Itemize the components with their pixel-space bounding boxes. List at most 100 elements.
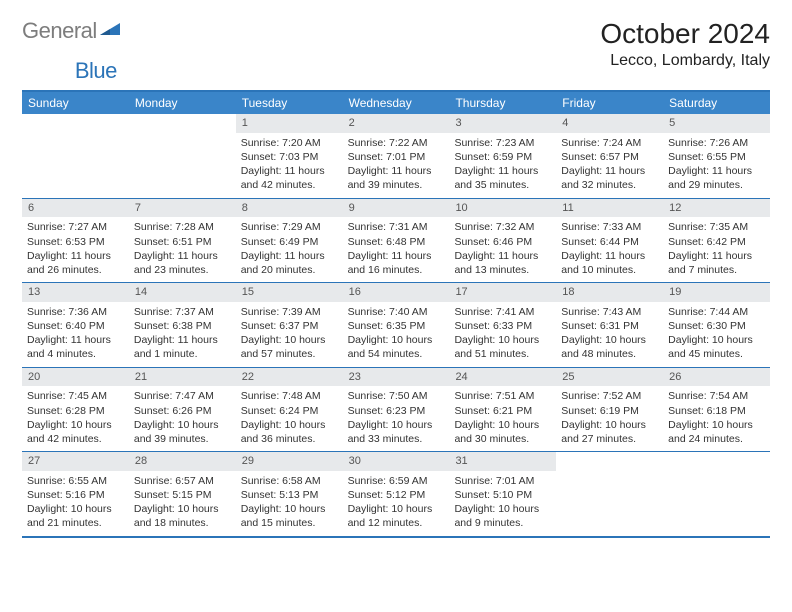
day-cell: 24Sunrise: 7:51 AMSunset: 6:21 PMDayligh… [449, 368, 556, 452]
title-block: October 2024 Lecco, Lombardy, Italy [600, 18, 770, 70]
day-body: Sunrise: 7:20 AMSunset: 7:03 PMDaylight:… [236, 133, 343, 198]
day-body: Sunrise: 7:41 AMSunset: 6:33 PMDaylight:… [449, 302, 556, 367]
sunset-text: Sunset: 6:26 PM [134, 404, 231, 418]
sunrise-text: Sunrise: 7:20 AM [241, 136, 338, 150]
logo-triangle-icon [100, 21, 120, 42]
day-number: 8 [236, 199, 343, 218]
sunset-text: Sunset: 5:10 PM [454, 488, 551, 502]
week-row: 13Sunrise: 7:36 AMSunset: 6:40 PMDayligh… [22, 283, 770, 368]
daylight-text: Daylight: 11 hours and 13 minutes. [454, 249, 551, 277]
sunset-text: Sunset: 6:40 PM [27, 319, 124, 333]
day-header: Wednesday [343, 92, 450, 114]
day-body: Sunrise: 7:54 AMSunset: 6:18 PMDaylight:… [663, 386, 770, 451]
sunset-text: Sunset: 6:19 PM [561, 404, 658, 418]
day-number: 28 [129, 452, 236, 471]
day-number: 11 [556, 199, 663, 218]
day-cell: 18Sunrise: 7:43 AMSunset: 6:31 PMDayligh… [556, 283, 663, 367]
week-row: 6Sunrise: 7:27 AMSunset: 6:53 PMDaylight… [22, 199, 770, 284]
daylight-text: Daylight: 10 hours and 39 minutes. [134, 418, 231, 446]
day-cell: 5Sunrise: 7:26 AMSunset: 6:55 PMDaylight… [663, 114, 770, 198]
sunset-text: Sunset: 6:57 PM [561, 150, 658, 164]
day-cell: 30Sunrise: 6:59 AMSunset: 5:12 PMDayligh… [343, 452, 450, 536]
sunrise-text: Sunrise: 7:32 AM [454, 220, 551, 234]
day-cell: 16Sunrise: 7:40 AMSunset: 6:35 PMDayligh… [343, 283, 450, 367]
daylight-text: Daylight: 11 hours and 26 minutes. [27, 249, 124, 277]
day-number: 5 [663, 114, 770, 133]
sunrise-text: Sunrise: 7:43 AM [561, 305, 658, 319]
daylight-text: Daylight: 10 hours and 42 minutes. [27, 418, 124, 446]
daylight-text: Daylight: 10 hours and 36 minutes. [241, 418, 338, 446]
day-number: 23 [343, 368, 450, 387]
day-body: Sunrise: 6:58 AMSunset: 5:13 PMDaylight:… [236, 471, 343, 536]
day-body: Sunrise: 7:33 AMSunset: 6:44 PMDaylight:… [556, 217, 663, 282]
day-body [22, 133, 129, 141]
day-header: Thursday [449, 92, 556, 114]
week-row: 27Sunrise: 6:55 AMSunset: 5:16 PMDayligh… [22, 452, 770, 538]
daylight-text: Daylight: 11 hours and 20 minutes. [241, 249, 338, 277]
day-number: 12 [663, 199, 770, 218]
day-body: Sunrise: 7:24 AMSunset: 6:57 PMDaylight:… [556, 133, 663, 198]
day-number: 17 [449, 283, 556, 302]
day-cell: 22Sunrise: 7:48 AMSunset: 6:24 PMDayligh… [236, 368, 343, 452]
day-header: Sunday [22, 92, 129, 114]
day-cell: 29Sunrise: 6:58 AMSunset: 5:13 PMDayligh… [236, 452, 343, 536]
sunrise-text: Sunrise: 7:33 AM [561, 220, 658, 234]
sunset-text: Sunset: 6:59 PM [454, 150, 551, 164]
day-number: 7 [129, 199, 236, 218]
day-header-row: Sunday Monday Tuesday Wednesday Thursday… [22, 92, 770, 114]
sunrise-text: Sunrise: 7:54 AM [668, 389, 765, 403]
daylight-text: Daylight: 11 hours and 29 minutes. [668, 164, 765, 192]
daylight-text: Daylight: 11 hours and 1 minute. [134, 333, 231, 361]
day-cell [22, 114, 129, 198]
calendar: Sunday Monday Tuesday Wednesday Thursday… [22, 90, 770, 538]
day-cell: 21Sunrise: 7:47 AMSunset: 6:26 PMDayligh… [129, 368, 236, 452]
day-number: 24 [449, 368, 556, 387]
day-cell: 26Sunrise: 7:54 AMSunset: 6:18 PMDayligh… [663, 368, 770, 452]
sunset-text: Sunset: 7:03 PM [241, 150, 338, 164]
sunrise-text: Sunrise: 7:23 AM [454, 136, 551, 150]
sunset-text: Sunset: 6:18 PM [668, 404, 765, 418]
sunrise-text: Sunrise: 7:31 AM [348, 220, 445, 234]
month-title: October 2024 [600, 18, 770, 50]
day-cell: 15Sunrise: 7:39 AMSunset: 6:37 PMDayligh… [236, 283, 343, 367]
sunrise-text: Sunrise: 7:27 AM [27, 220, 124, 234]
day-cell: 25Sunrise: 7:52 AMSunset: 6:19 PMDayligh… [556, 368, 663, 452]
sunrise-text: Sunrise: 7:28 AM [134, 220, 231, 234]
logo-text-gray: General [22, 18, 97, 44]
day-number: 3 [449, 114, 556, 133]
day-body: Sunrise: 7:31 AMSunset: 6:48 PMDaylight:… [343, 217, 450, 282]
day-body: Sunrise: 7:39 AMSunset: 6:37 PMDaylight:… [236, 302, 343, 367]
sunset-text: Sunset: 6:28 PM [27, 404, 124, 418]
sunrise-text: Sunrise: 7:35 AM [668, 220, 765, 234]
daylight-text: Daylight: 11 hours and 16 minutes. [348, 249, 445, 277]
day-cell: 28Sunrise: 6:57 AMSunset: 5:15 PMDayligh… [129, 452, 236, 536]
sunset-text: Sunset: 6:42 PM [668, 235, 765, 249]
sunrise-text: Sunrise: 7:24 AM [561, 136, 658, 150]
sunrise-text: Sunrise: 7:41 AM [454, 305, 551, 319]
sunset-text: Sunset: 6:35 PM [348, 319, 445, 333]
daylight-text: Daylight: 11 hours and 39 minutes. [348, 164, 445, 192]
daylight-text: Daylight: 10 hours and 12 minutes. [348, 502, 445, 530]
daylight-text: Daylight: 11 hours and 4 minutes. [27, 333, 124, 361]
day-cell: 3Sunrise: 7:23 AMSunset: 6:59 PMDaylight… [449, 114, 556, 198]
sunrise-text: Sunrise: 7:40 AM [348, 305, 445, 319]
sunset-text: Sunset: 5:12 PM [348, 488, 445, 502]
daylight-text: Daylight: 10 hours and 18 minutes. [134, 502, 231, 530]
day-cell: 27Sunrise: 6:55 AMSunset: 5:16 PMDayligh… [22, 452, 129, 536]
day-number: 19 [663, 283, 770, 302]
sunset-text: Sunset: 6:49 PM [241, 235, 338, 249]
week-row: 20Sunrise: 7:45 AMSunset: 6:28 PMDayligh… [22, 368, 770, 453]
sunset-text: Sunset: 6:23 PM [348, 404, 445, 418]
day-number: 21 [129, 368, 236, 387]
day-number: 18 [556, 283, 663, 302]
daylight-text: Daylight: 11 hours and 32 minutes. [561, 164, 658, 192]
day-cell: 10Sunrise: 7:32 AMSunset: 6:46 PMDayligh… [449, 199, 556, 283]
day-number: 13 [22, 283, 129, 302]
daylight-text: Daylight: 10 hours and 27 minutes. [561, 418, 658, 446]
daylight-text: Daylight: 11 hours and 7 minutes. [668, 249, 765, 277]
sunset-text: Sunset: 6:24 PM [241, 404, 338, 418]
sunrise-text: Sunrise: 7:37 AM [134, 305, 231, 319]
day-cell: 14Sunrise: 7:37 AMSunset: 6:38 PMDayligh… [129, 283, 236, 367]
day-number: 6 [22, 199, 129, 218]
daylight-text: Daylight: 10 hours and 21 minutes. [27, 502, 124, 530]
